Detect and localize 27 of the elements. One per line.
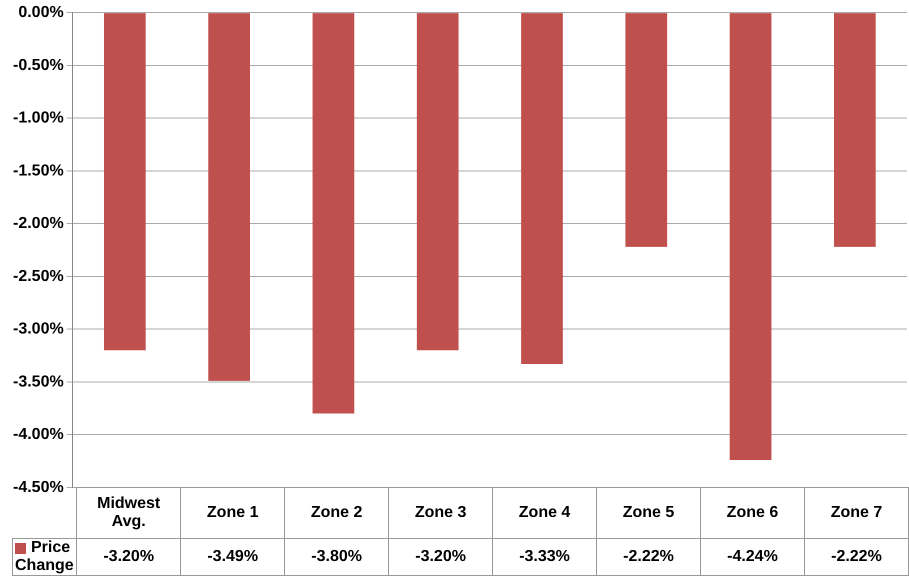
x-tick-label: Zone 7 [804,488,908,539]
x-tick-label: Zone 4 [492,488,597,539]
x-tick-label: Zone 1 [180,488,285,539]
data-label: -3.20% [76,538,181,576]
y-tick-label: -0.50% [12,56,64,74]
data-label: -3.20% [388,538,493,576]
y-tick-label: -4.50% [12,478,64,496]
x-tick-label: Zone 2 [284,488,389,539]
y-tick-label: -2.00% [12,215,64,232]
y-tick-label: -1.50% [12,162,64,180]
legend-label: Price Change [12,538,77,576]
x-tick-label: Zone 5 [596,488,700,539]
y-tick-label: -3.50% [12,373,64,390]
y-tick-label: 0.00% [18,4,64,22]
y-tick-label: -1.00% [12,110,64,127]
data-label: -3.49% [180,538,285,576]
data-label: -2.22% [804,538,908,576]
y-tick-label: -2.50% [12,268,64,285]
data-label: -3.80% [284,538,389,576]
data-label: -2.22% [596,538,700,576]
y-tick-label: -4.00% [12,426,64,444]
y-tick-label: -3.00% [12,320,64,338]
data-label: -3.33% [492,538,597,576]
data-label: -4.24% [700,538,804,576]
x-tick-label: Zone 6 [700,488,804,539]
x-tick-label: Midwest Avg. [76,488,181,539]
x-tick-label: Zone 3 [388,488,493,539]
